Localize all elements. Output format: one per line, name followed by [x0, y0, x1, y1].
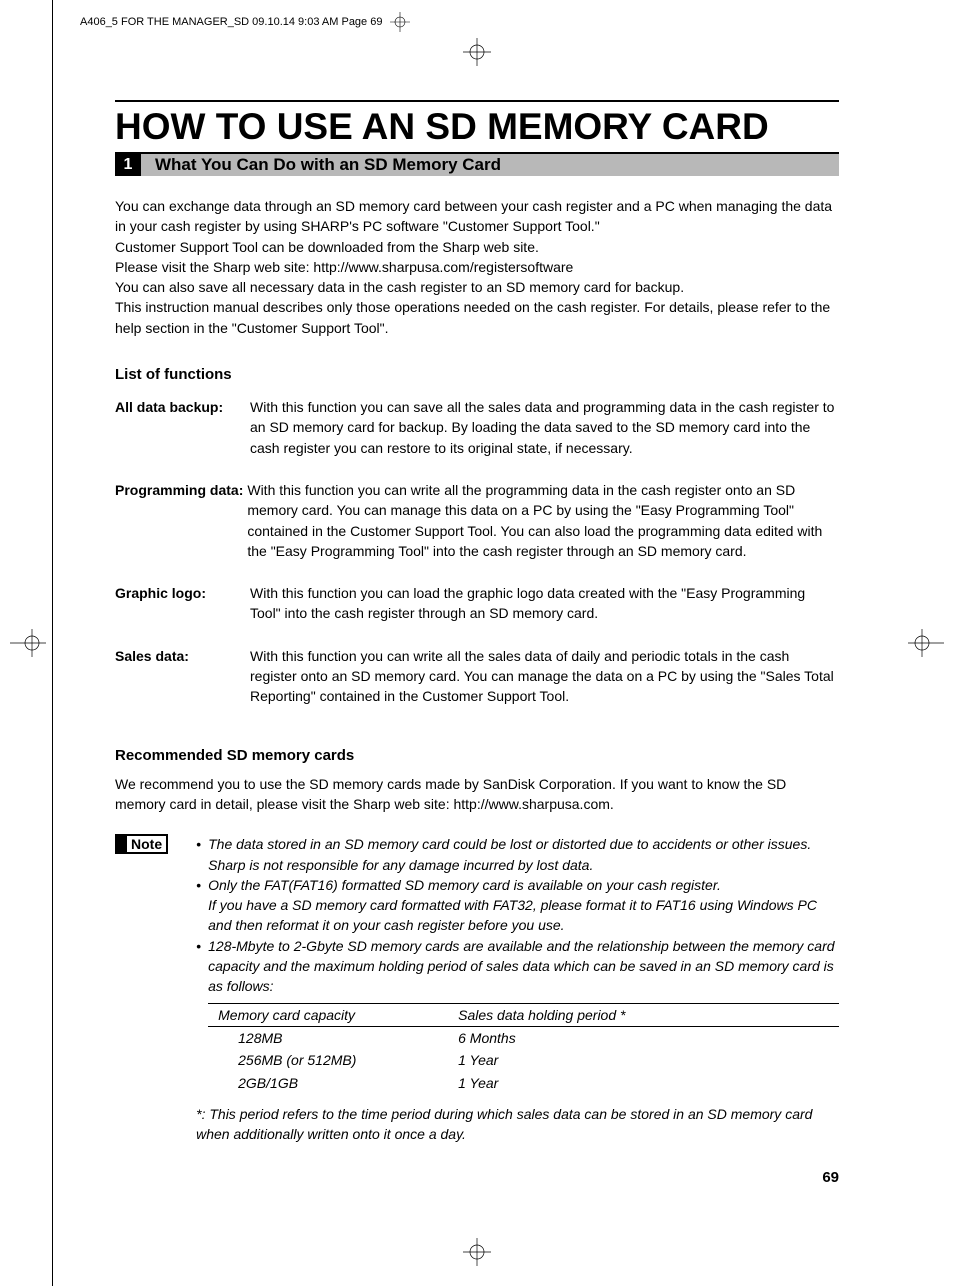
crop-mark-right-icon	[908, 629, 944, 657]
function-label: Graphic logo:	[115, 583, 250, 603]
table-row: 256MB (or 512MB) 1 Year	[208, 1049, 839, 1071]
function-label: Sales data:	[115, 646, 250, 666]
function-row: Sales data: With this function you can w…	[115, 646, 839, 707]
table-cell: 6 Months	[438, 1027, 658, 1049]
recommended-heading: Recommended SD memory cards	[115, 747, 839, 764]
note-block: Note • The data stored in an SD memory c…	[115, 834, 839, 1144]
trim-line-left	[52, 0, 53, 1286]
note-bullet: • 128-Mbyte to 2-Gbyte SD memory cards a…	[196, 936, 839, 997]
table-cell: 2GB/1GB	[208, 1072, 438, 1094]
bullet-dot: •	[196, 936, 208, 997]
function-label: Programming data:	[115, 480, 243, 500]
content-area: HOW TO USE AN SD MEMORY CARD 1 What You …	[115, 100, 839, 1144]
intro-line: You can also save all necessary data in …	[115, 277, 839, 297]
crop-mark-left-icon	[10, 629, 46, 657]
table-cell: 1 Year	[438, 1072, 658, 1094]
page: A406_5 FOR THE MANAGER_SD 09.10.14 9:03 …	[0, 0, 954, 1286]
function-desc: With this function you can write all the…	[250, 646, 839, 707]
note-bullet-text: Only the FAT(FAT16) formatted SD memory …	[208, 875, 839, 936]
table-cell: 128MB	[208, 1027, 438, 1049]
functions-list: All data backup: With this function you …	[115, 397, 839, 707]
table-header: Memory card capacity	[208, 1004, 438, 1026]
page-title: HOW TO USE AN SD MEMORY CARD	[115, 106, 839, 148]
intro-line: You can exchange data through an SD memo…	[115, 196, 839, 237]
function-desc: With this function you can write all the…	[247, 480, 839, 561]
note-badge: Note	[115, 834, 168, 854]
table-cell: 256MB (or 512MB)	[208, 1049, 438, 1071]
function-row: Programming data: With this function you…	[115, 480, 839, 561]
intro-line: Please visit the Sharp web site: http://…	[115, 257, 839, 277]
note-body: • The data stored in an SD memory card c…	[196, 834, 839, 1144]
note-bullet: • The data stored in an SD memory card c…	[196, 834, 839, 875]
function-desc: With this function you can load the grap…	[250, 583, 839, 624]
note-label: Note	[131, 836, 162, 852]
function-row: Graphic logo: With this function you can…	[115, 583, 839, 624]
section-header: 1 What You Can Do with an SD Memory Card	[115, 152, 839, 176]
table-cell: 1 Year	[438, 1049, 658, 1071]
note-badge-bar	[117, 836, 127, 852]
note-bullet: • Only the FAT(FAT16) formatted SD memor…	[196, 875, 839, 936]
intro-line: Customer Support Tool can be downloaded …	[115, 237, 839, 257]
top-rule	[115, 100, 839, 102]
crop-mark-icon	[390, 12, 410, 32]
intro-line: This instruction manual describes only t…	[115, 297, 839, 338]
crop-mark-top-icon	[463, 38, 491, 66]
intro-paragraph: You can exchange data through an SD memo…	[115, 196, 839, 338]
note-footnote: *: This period refers to the time period…	[196, 1104, 839, 1145]
table-row: 2GB/1GB 1 Year	[208, 1072, 839, 1094]
print-header-text: A406_5 FOR THE MANAGER_SD 09.10.14 9:03 …	[80, 16, 382, 28]
page-number: 69	[822, 1169, 839, 1186]
capacity-table: Memory card capacity Sales data holding …	[208, 1003, 839, 1094]
functions-heading: List of functions	[115, 366, 839, 383]
bullet-dot: •	[196, 875, 208, 936]
table-header: Sales data holding period *	[438, 1004, 658, 1026]
crop-mark-bottom-icon	[463, 1238, 491, 1266]
table-row: 128MB 6 Months	[208, 1027, 839, 1049]
section-number: 1	[115, 154, 141, 176]
section-title: What You Can Do with an SD Memory Card	[141, 154, 839, 176]
bullet-dot: •	[196, 834, 208, 875]
note-bullet-text: The data stored in an SD memory card cou…	[208, 834, 839, 875]
recommended-body: We recommend you to use the SD memory ca…	[115, 774, 839, 815]
function-label: All data backup:	[115, 397, 250, 417]
table-header-row: Memory card capacity Sales data holding …	[208, 1003, 839, 1027]
note-bullet-text: 128-Mbyte to 2-Gbyte SD memory cards are…	[208, 936, 839, 997]
function-row: All data backup: With this function you …	[115, 397, 839, 458]
print-header: A406_5 FOR THE MANAGER_SD 09.10.14 9:03 …	[80, 12, 410, 32]
function-desc: With this function you can save all the …	[250, 397, 839, 458]
